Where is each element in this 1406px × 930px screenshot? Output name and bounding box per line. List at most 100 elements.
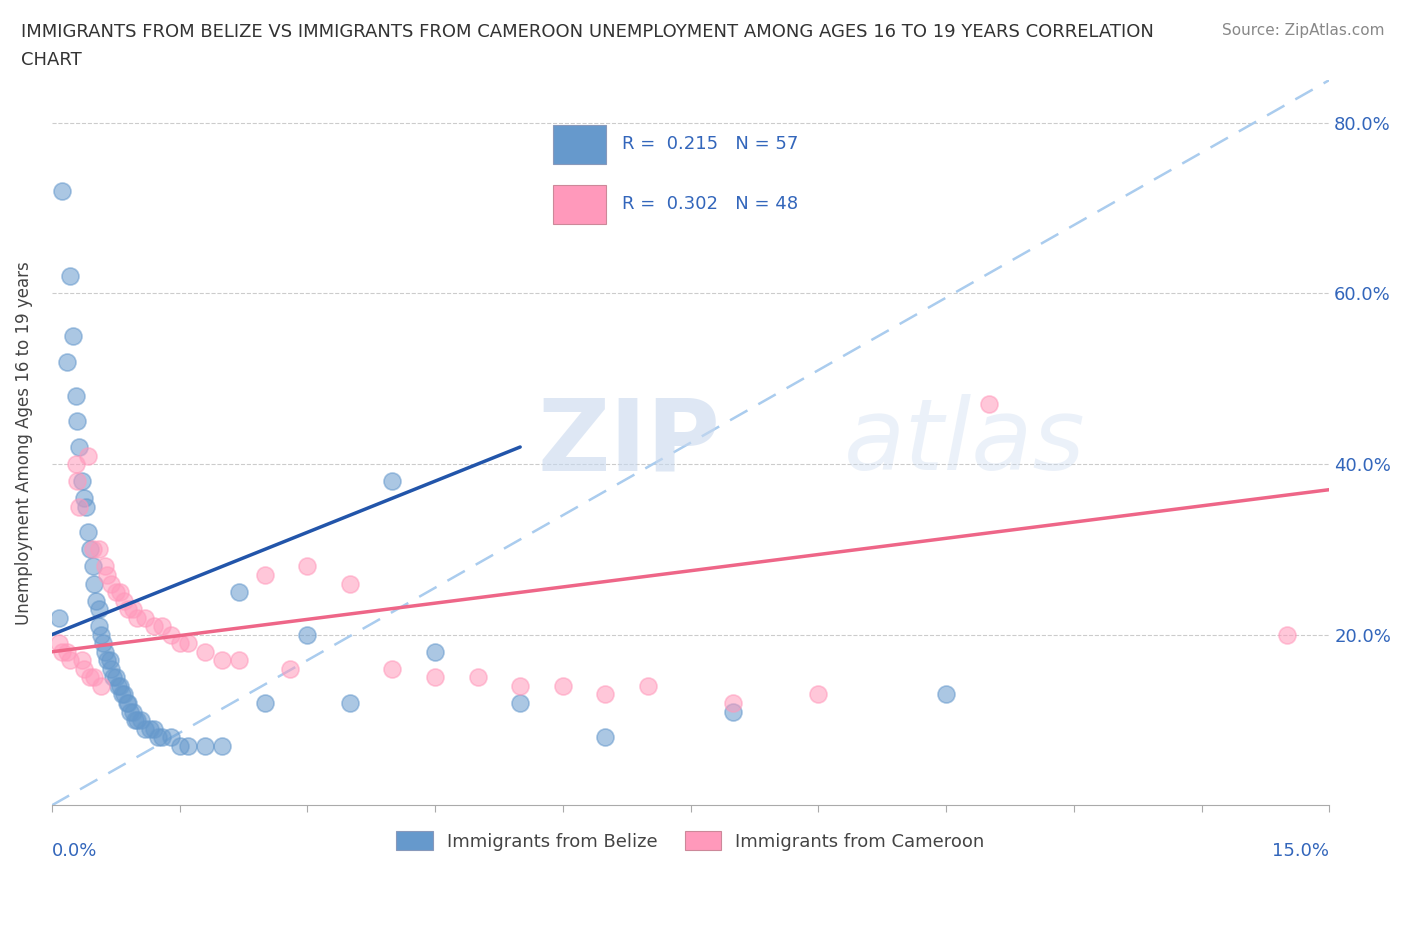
Text: 0.0%: 0.0% [52, 842, 97, 859]
Point [83, 670, 105, 684]
Point [297, 559, 319, 574]
Point [595, 687, 617, 702]
Point [120, 704, 142, 719]
Point [79, 542, 101, 557]
Point [48, 610, 70, 625]
Point [100, 661, 122, 676]
Point [977, 397, 1000, 412]
Legend: Immigrants from Belize, Immigrants from Cameroon: Immigrants from Belize, Immigrants from … [389, 824, 991, 858]
Point [48, 636, 70, 651]
Point [807, 687, 830, 702]
Point [90, 628, 112, 643]
Point [121, 704, 143, 719]
Point [169, 636, 191, 651]
Point [194, 644, 217, 659]
Point [194, 738, 217, 753]
Point [124, 712, 146, 727]
Point [935, 687, 957, 702]
Point [148, 730, 170, 745]
Point [83, 576, 105, 591]
Point [509, 696, 531, 711]
Point [96, 567, 118, 582]
Point [467, 670, 489, 684]
Point [70, 653, 93, 668]
Point [110, 687, 132, 702]
Point [104, 670, 127, 684]
Point [228, 585, 250, 600]
Text: ZIP: ZIP [537, 394, 720, 491]
Point [73, 661, 96, 676]
Point [91, 636, 114, 651]
Point [117, 696, 139, 711]
Point [70, 473, 93, 488]
Point [211, 738, 233, 753]
Point [100, 576, 122, 591]
Point [51, 183, 73, 198]
Point [65, 457, 87, 472]
Point [134, 721, 156, 736]
Point [104, 585, 127, 600]
Y-axis label: Unemployment Among Ages 16 to 19 years: Unemployment Among Ages 16 to 19 years [15, 261, 32, 625]
Point [90, 679, 112, 694]
Point [76, 448, 98, 463]
Point [101, 670, 124, 684]
Point [82, 542, 104, 557]
Point [595, 730, 617, 745]
Point [721, 704, 744, 719]
Point [112, 593, 135, 608]
Point [278, 661, 301, 676]
Point [117, 602, 139, 617]
Point [551, 679, 574, 694]
Point [59, 653, 82, 668]
Point [65, 389, 87, 404]
Point [82, 559, 104, 574]
Point [228, 653, 250, 668]
Point [152, 618, 174, 633]
Point [138, 721, 160, 736]
Point [637, 679, 659, 694]
Point [66, 473, 89, 488]
Point [142, 721, 165, 736]
Point [87, 618, 110, 633]
Point [134, 610, 156, 625]
Point [56, 644, 79, 659]
Point [62, 328, 84, 343]
Point [115, 696, 138, 711]
Point [51, 644, 73, 659]
Point [96, 653, 118, 668]
Point [108, 679, 131, 694]
Text: IMMIGRANTS FROM BELIZE VS IMMIGRANTS FROM CAMEROON UNEMPLOYMENT AMONG AGES 16 TO: IMMIGRANTS FROM BELIZE VS IMMIGRANTS FRO… [21, 23, 1154, 41]
Point [142, 618, 165, 633]
Point [509, 679, 531, 694]
Point [339, 696, 361, 711]
Point [152, 730, 174, 745]
Point [56, 354, 79, 369]
Point [721, 696, 744, 711]
Point [381, 473, 404, 488]
Point [423, 670, 446, 684]
Point [108, 585, 131, 600]
Point [253, 567, 276, 582]
Point [75, 499, 97, 514]
Point [87, 602, 110, 617]
Point [253, 696, 276, 711]
Point [98, 653, 121, 668]
Text: CHART: CHART [21, 51, 82, 69]
Point [93, 559, 115, 574]
Point [160, 730, 183, 745]
Text: atlas: atlas [844, 394, 1085, 491]
Point [93, 644, 115, 659]
Point [67, 440, 90, 455]
Point [121, 602, 143, 617]
Point [67, 499, 90, 514]
Point [177, 636, 200, 651]
Point [160, 628, 183, 643]
Point [339, 576, 361, 591]
Text: 15.0%: 15.0% [1272, 842, 1329, 859]
Point [87, 542, 110, 557]
Point [423, 644, 446, 659]
Point [73, 491, 96, 506]
Point [381, 661, 404, 676]
Point [169, 738, 191, 753]
Point [1275, 628, 1298, 643]
